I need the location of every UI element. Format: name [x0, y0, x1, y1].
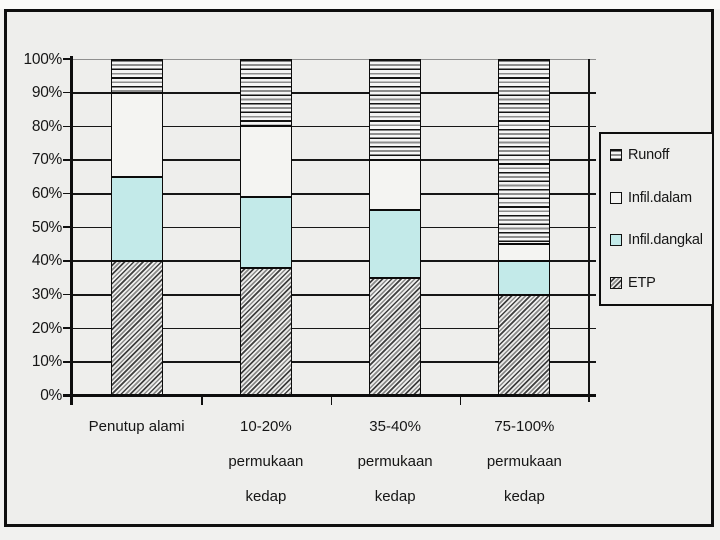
bar-segment-infil-dalam — [110, 92, 163, 177]
x-axis-label-line: Penutup alami — [88, 418, 185, 435]
y-axis-label: 0% — [40, 387, 62, 404]
legend-swatch-runoff-icon — [610, 149, 622, 161]
bar — [369, 59, 422, 396]
x-axis-label-line: 35-40% — [369, 418, 421, 435]
y-axis-label: 80% — [31, 117, 62, 135]
legend-item-infil-dangkal: Infil.dangkal — [610, 230, 709, 250]
y-axis-label: 100% — [23, 50, 63, 68]
gridline — [72, 260, 596, 262]
gridline — [72, 193, 596, 195]
y-axis-tick — [63, 58, 72, 60]
plot-area — [72, 58, 596, 396]
legend-label: Infil.dangkal — [628, 232, 703, 249]
bar-segment-infil-dalam — [498, 244, 551, 261]
y-axis-label: 60% — [31, 185, 62, 203]
gridline — [72, 327, 596, 330]
y-axis-label: 70% — [31, 151, 62, 169]
x-axis-label-line: permukaan — [228, 453, 304, 470]
bar-segment-infil-dangkal — [369, 210, 422, 278]
gridline — [72, 361, 596, 363]
bar-segment-runoff — [239, 59, 292, 127]
x-axis-category-label: 35-40% permukaan kedap — [331, 409, 460, 514]
x-axis-label-line: kedap — [374, 488, 416, 505]
x-axis-tick — [459, 396, 462, 405]
gridline — [72, 226, 596, 229]
slide-frame: Runoff Infil.dalam Infil.dangkal ETP 0% 10% 2… — [4, 9, 714, 527]
y-axis-label: 90% — [31, 84, 62, 102]
legend-item-runoff: Runoff — [610, 145, 709, 165]
gridline — [72, 159, 596, 161]
y-axis-tick — [63, 226, 72, 229]
x-axis-label-line: 10-20% — [240, 418, 292, 435]
y-axis-line — [70, 56, 73, 405]
legend-item-etp: ETP — [610, 273, 709, 293]
y-axis-label: 40% — [31, 252, 62, 270]
legend-label: ETP — [628, 274, 656, 291]
page-margin — [0, 0, 720, 9]
gridline — [72, 125, 596, 128]
x-axis-category-label: Penutup alami — [72, 409, 201, 444]
legend-swatch-infil-dangkal-icon — [610, 234, 622, 247]
y-axis-tick — [63, 192, 72, 195]
y-axis-tick — [63, 361, 72, 363]
x-axis-label-line: 75-100% — [494, 418, 555, 435]
gridline — [72, 58, 596, 60]
x-axis-category-label: 75-100% permukaan kedap — [460, 409, 589, 514]
x-axis-label-line: permukaan — [486, 453, 562, 470]
bar — [498, 59, 551, 396]
y-axis-tick — [63, 91, 72, 94]
legend-items: Runoff Infil.dalam Infil.dangkal ETP — [601, 134, 712, 304]
y-axis-tick — [63, 125, 72, 128]
legend-swatch-etp-icon — [610, 276, 622, 289]
x-axis-tick — [330, 396, 333, 405]
legend-swatch-infil-dalam-icon — [610, 191, 622, 204]
y-axis-label: 30% — [31, 286, 62, 304]
legend-item-infil-dalam: Infil.dalam — [610, 188, 709, 208]
gridline — [72, 92, 596, 94]
x-axis-label-line: permukaan — [357, 453, 433, 470]
gridline — [72, 294, 596, 296]
bar-segment-runoff — [498, 59, 551, 245]
x-axis-category-label: 10-20% permukaan kedap — [201, 409, 330, 514]
x-axis-label-line: kedap — [245, 488, 287, 505]
bar — [239, 59, 292, 396]
bar-segment-infil-dangkal — [239, 196, 292, 268]
bar — [110, 59, 163, 396]
y-axis-label: 20% — [31, 319, 62, 337]
bar-segment-infil-dangkal — [110, 176, 163, 261]
y-axis-tick — [63, 293, 72, 296]
x-axis-tick — [201, 396, 203, 405]
chart: Runoff Infil.dalam Infil.dangkal ETP 0% 10% 2… — [7, 12, 714, 524]
bar-segment-infil-dalam — [369, 159, 422, 211]
y-axis-tick — [63, 159, 72, 161]
bar-segment-runoff — [369, 59, 422, 160]
bar-segment-etp — [369, 277, 422, 396]
bar-segment-infil-dangkal — [498, 260, 551, 295]
y-axis-label: 50% — [31, 218, 62, 236]
bar-segment-etp — [239, 267, 292, 396]
x-axis-line — [63, 394, 596, 397]
legend: Runoff Infil.dalam Infil.dangkal ETP — [599, 132, 714, 306]
x-axis-label-line: kedap — [503, 488, 545, 505]
y-axis-tick — [63, 260, 72, 262]
plot-right-border — [588, 59, 590, 402]
legend-label: Runoff — [628, 147, 670, 163]
y-axis-tick — [63, 394, 72, 397]
bar-segment-infil-dalam — [239, 126, 292, 197]
y-axis-tick — [63, 327, 72, 329]
bar-segment-etp — [110, 260, 163, 396]
y-axis-label: 10% — [31, 353, 62, 371]
bar-segment-runoff — [110, 59, 163, 93]
legend-label: Infil.dalam — [628, 189, 692, 206]
bar-segment-etp — [498, 294, 551, 396]
